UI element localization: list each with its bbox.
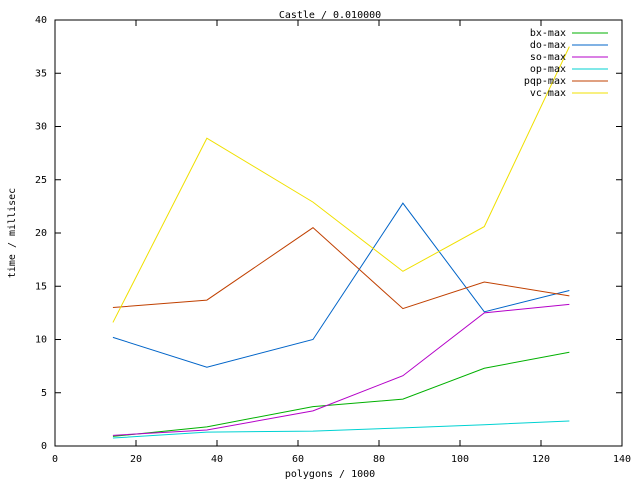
y-tick-label: 25 [35, 175, 47, 186]
y-tick-label: 20 [35, 228, 47, 239]
x-tick-label: 40 [211, 454, 223, 465]
legend-label: vc-max [530, 88, 566, 99]
y-tick-label: 30 [35, 122, 47, 133]
x-axis-label: polygons / 1000 [285, 469, 375, 480]
series-line [112, 351, 570, 437]
y-tick-label: 35 [35, 68, 47, 79]
chart-title: Castle / 0.010000 [279, 10, 381, 21]
y-tick-label: 0 [41, 441, 47, 452]
y-tick-label: 10 [35, 335, 47, 346]
x-tick-label: 60 [292, 454, 304, 465]
y-tick-label: 40 [35, 15, 47, 26]
y-tick-label: 5 [41, 388, 47, 399]
y-axis-label: time / millisec [7, 188, 18, 278]
x-tick-label: 140 [613, 454, 631, 465]
x-tick-label: 120 [532, 454, 550, 465]
series-line [112, 202, 570, 368]
y-tick-label: 15 [35, 281, 47, 292]
legend-label: op-max [530, 64, 566, 75]
legend-label: so-max [530, 52, 566, 63]
x-tick-label: 80 [373, 454, 385, 465]
series-line [112, 46, 570, 323]
x-tick-label: 20 [130, 454, 142, 465]
legend-label: bx-max [530, 28, 566, 39]
x-tick-label: 100 [451, 454, 469, 465]
legend-label: do-max [530, 40, 566, 51]
series-line [112, 227, 570, 310]
x-tick-label: 0 [52, 454, 58, 465]
legend-label: pqp-max [524, 76, 566, 87]
series-line [112, 420, 570, 439]
series-line [112, 303, 570, 436]
